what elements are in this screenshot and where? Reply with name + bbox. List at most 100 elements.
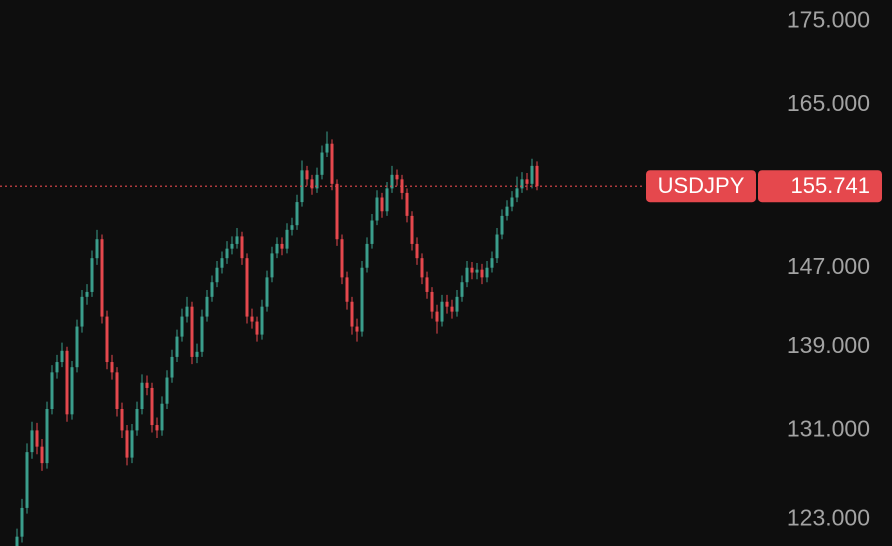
candle-body <box>370 220 374 244</box>
candle-body <box>360 267 364 332</box>
candle-body <box>310 179 314 189</box>
candle-body <box>60 350 64 363</box>
candle-body <box>220 258 224 268</box>
candle-body <box>320 152 324 175</box>
y-tick-label: 147.000 <box>787 253 870 279</box>
candle-body <box>440 301 444 322</box>
candle-body <box>195 351 199 357</box>
candle-body <box>260 306 264 335</box>
candle-body <box>335 183 339 240</box>
candle-body <box>485 267 489 278</box>
candle-body <box>510 197 514 207</box>
candle-body <box>470 267 474 273</box>
candle-body <box>460 282 464 297</box>
symbol-tag <box>646 170 756 203</box>
candle-body <box>25 452 29 508</box>
y-tick-label: 175.000 <box>787 7 870 33</box>
candle-body <box>450 306 454 312</box>
candle-body <box>345 277 349 302</box>
candle-body <box>160 403 164 431</box>
candle-body <box>180 316 184 337</box>
candle-body <box>205 296 209 317</box>
candle-body <box>380 197 384 212</box>
candle-body <box>330 143 334 184</box>
candle-body <box>475 269 479 273</box>
candle-body <box>150 387 154 426</box>
candle-body <box>85 291 89 297</box>
candle-body <box>105 316 109 363</box>
candle-body <box>225 248 229 259</box>
candle-body <box>280 243 284 249</box>
candle-body <box>525 179 529 184</box>
price-tag <box>758 170 882 203</box>
candle-body <box>65 350 69 415</box>
candle-body <box>230 243 234 249</box>
candle-body <box>395 174 399 180</box>
candle-body <box>100 239 104 317</box>
candle-body <box>135 409 139 431</box>
candle-body <box>125 430 129 458</box>
candle-body <box>355 326 359 332</box>
candle-body <box>430 291 434 312</box>
candle-body <box>375 197 379 221</box>
candle-body <box>340 239 344 278</box>
y-tick-label: 123.000 <box>787 504 870 530</box>
candle-body <box>405 192 409 216</box>
candle-body <box>55 362 59 373</box>
y-tick-label: 165.000 <box>787 90 870 116</box>
candle-body <box>270 253 274 278</box>
candle-body <box>35 430 39 447</box>
candle-body <box>165 377 169 404</box>
candle-body <box>190 306 194 357</box>
candle-body <box>210 282 214 297</box>
candle-body <box>15 536 19 546</box>
candle-body <box>155 425 159 431</box>
candle-body <box>435 311 439 322</box>
candle-body <box>425 277 429 292</box>
candle-body <box>40 446 44 464</box>
candle-body <box>385 188 389 212</box>
candle-body <box>45 409 49 464</box>
candle-body <box>305 170 309 180</box>
candle-body <box>80 296 84 327</box>
candle-body <box>520 179 524 189</box>
candle-body <box>240 236 244 259</box>
candle-body <box>295 202 299 226</box>
candle-body <box>30 430 34 453</box>
candle-body <box>145 382 149 388</box>
candle-body <box>175 336 179 357</box>
candle-body <box>480 269 484 278</box>
y-tick-label: 131.000 <box>787 415 870 441</box>
candle-body <box>445 301 449 307</box>
candle-body <box>530 165 534 184</box>
candle-body <box>120 409 124 431</box>
candle-body <box>415 243 419 259</box>
candle-body <box>285 229 289 249</box>
candle-body <box>500 215 504 235</box>
candle-body <box>200 316 204 352</box>
candle-body <box>315 174 319 189</box>
candle-body <box>70 367 74 415</box>
candle-body <box>505 206 509 216</box>
candle-body <box>495 234 499 259</box>
candle-body <box>20 507 24 537</box>
candle-body <box>235 236 239 244</box>
candle-body <box>215 267 219 283</box>
candle-body <box>455 296 459 312</box>
candle-body <box>535 165 539 187</box>
candle-body <box>465 267 469 283</box>
candle-body <box>255 321 259 335</box>
candle-body <box>245 258 249 317</box>
candle-body <box>350 301 354 327</box>
candle-body <box>515 188 519 198</box>
candle-body <box>95 239 99 259</box>
candle-body <box>90 258 94 292</box>
last-price-label: 155.741 <box>790 173 870 198</box>
candle-body <box>410 215 414 244</box>
candle-body <box>140 382 144 410</box>
candle-body <box>490 258 494 268</box>
candle-body <box>265 277 269 307</box>
symbol-label: USDJPY <box>658 173 745 198</box>
candle-body <box>275 243 279 254</box>
